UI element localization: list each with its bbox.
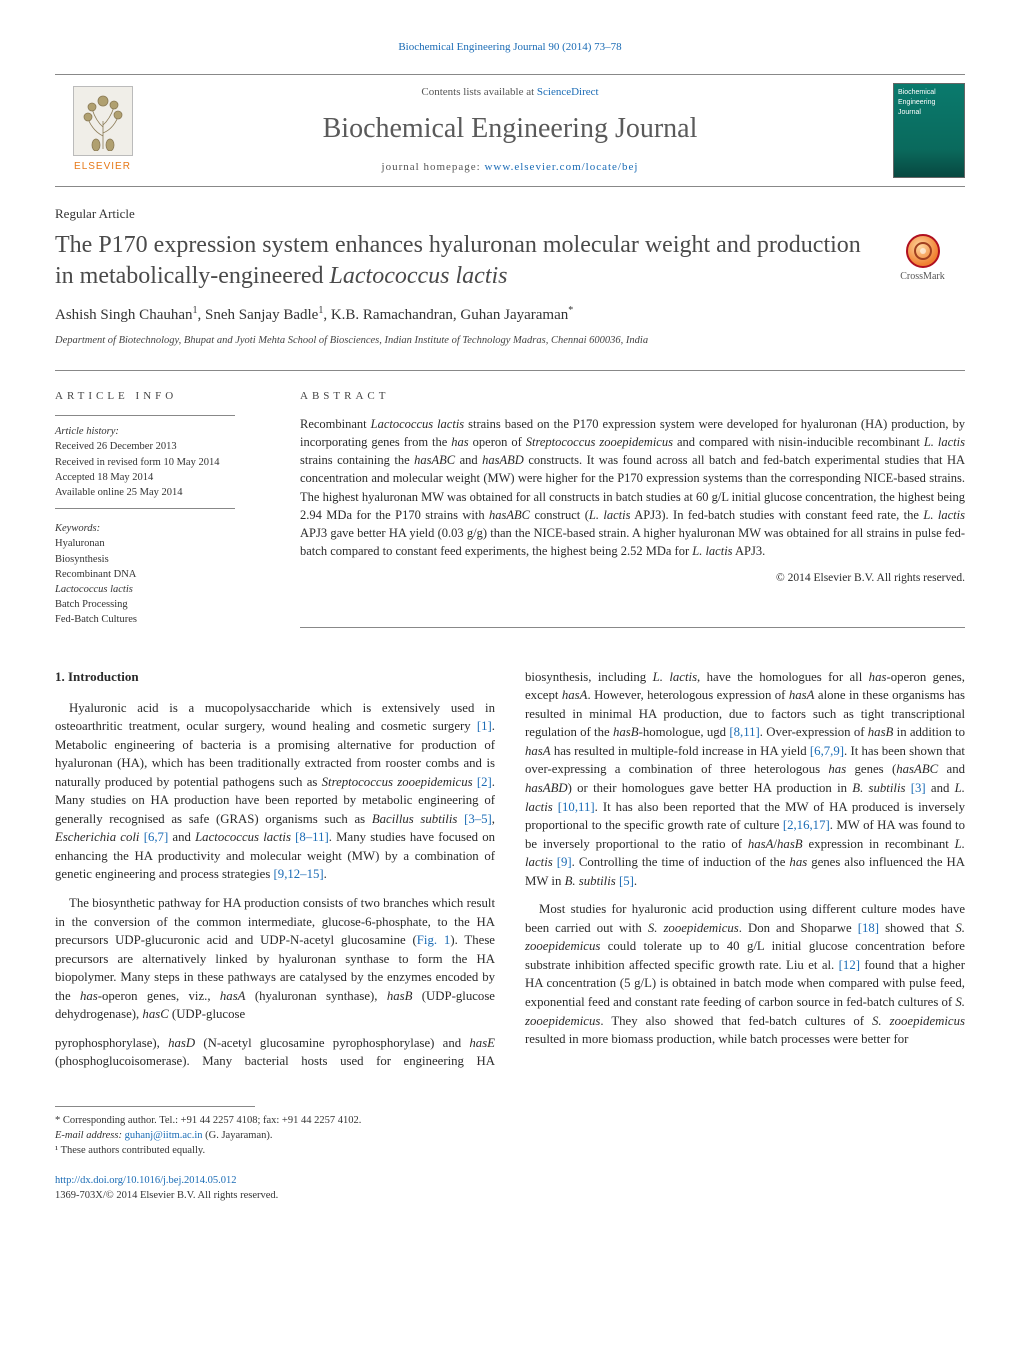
- history-online: Available online 25 May 2014: [55, 485, 275, 500]
- keywords-label: Keywords:: [55, 521, 275, 536]
- abstract-copyright: © 2014 Elsevier B.V. All rights reserved…: [300, 570, 965, 587]
- body-columns: 1. Introduction Hyaluronic acid is a muc…: [55, 668, 965, 1071]
- lists-line: Contents lists available at ScienceDirec…: [150, 85, 870, 101]
- abstract-text: Recombinant Lactococcus lactis strains b…: [300, 415, 965, 560]
- journal-cover-thumb: Biochemical Engineering Journal: [893, 83, 965, 178]
- masthead-right: Biochemical Engineering Journal: [870, 83, 965, 178]
- abstract-heading: abstract: [300, 389, 965, 405]
- article-title: The P170 expression system enhances hyal…: [55, 230, 868, 292]
- cover-line-3: Journal: [898, 108, 960, 118]
- masthead-center: Contents lists available at ScienceDirec…: [150, 85, 870, 175]
- keyword: Lactococcus lactis: [55, 582, 275, 597]
- citation-link[interactable]: Biochemical Engineering Journal 90 (2014…: [398, 41, 621, 53]
- info-heading: article info: [55, 389, 275, 405]
- email-line: E-mail address: guhanj@iitm.ac.in (G. Ja…: [55, 1128, 965, 1143]
- issn-line: 1369-703X/© 2014 Elsevier B.V. All right…: [55, 1188, 965, 1203]
- authors: Ashish Singh Chauhan1, Sneh Sanjay Badle…: [55, 304, 965, 327]
- doi-link[interactable]: http://dx.doi.org/10.1016/j.bej.2014.05.…: [55, 1175, 237, 1186]
- keyword: Hyaluronan: [55, 536, 275, 551]
- elsevier-tree-icon: [73, 86, 133, 156]
- body-paragraph: Hyaluronic acid is a mucopolysaccharide …: [55, 699, 495, 884]
- abstract-block: abstract Recombinant Lactococcus lactis …: [300, 389, 965, 628]
- email-link[interactable]: guhanj@iitm.ac.in: [125, 1130, 203, 1141]
- journal-title: Biochemical Engineering Journal: [150, 109, 870, 150]
- history-revised: Received in revised form 10 May 2014: [55, 455, 275, 470]
- homepage-link[interactable]: www.elsevier.com/locate/bej: [484, 161, 638, 173]
- publisher-block: ELSEVIER: [55, 86, 150, 175]
- article-type: Regular Article: [55, 205, 965, 224]
- header-citation: Biochemical Engineering Journal 90 (2014…: [55, 40, 965, 56]
- masthead: ELSEVIER Contents lists available at Sci…: [55, 74, 965, 187]
- footer-rule: [55, 1106, 255, 1107]
- body-paragraph: The biosynthetic pathway for HA producti…: [55, 894, 495, 1024]
- history-label: Article history:: [55, 424, 275, 439]
- sciencedirect-link[interactable]: ScienceDirect: [537, 86, 599, 98]
- affiliation: Department of Biotechnology, Bhupat and …: [55, 333, 965, 348]
- homepage-line: journal homepage: www.elsevier.com/locat…: [150, 160, 870, 176]
- doi-line: http://dx.doi.org/10.1016/j.bej.2014.05.…: [55, 1173, 965, 1188]
- equal-contrib: ¹ These authors contributed equally.: [55, 1143, 965, 1158]
- keyword: Batch Processing: [55, 597, 275, 612]
- crossmark-label: CrossMark: [900, 270, 944, 285]
- cover-line-2: Engineering: [898, 98, 960, 108]
- section-heading: 1. Introduction: [55, 668, 495, 687]
- homepage-prefix: journal homepage:: [382, 161, 485, 173]
- keyword: Recombinant DNA: [55, 567, 275, 582]
- history-received: Received 26 December 2013: [55, 439, 275, 454]
- email-label: E-mail address:: [55, 1130, 125, 1141]
- crossmark-icon: [906, 234, 940, 268]
- keyword: Biosynthesis: [55, 552, 275, 567]
- info-rule-2: [55, 508, 235, 509]
- lists-prefix: Contents lists available at: [421, 86, 536, 98]
- article-info-block: article info Article history: Received 2…: [55, 389, 300, 628]
- history-accepted: Accepted 18 May 2014: [55, 470, 275, 485]
- email-suffix: (G. Jayaraman).: [203, 1130, 273, 1141]
- footer-block: * Corresponding author. Tel.: +91 44 225…: [55, 1106, 965, 1203]
- info-rule: [55, 415, 235, 416]
- keyword: Fed-Batch Cultures: [55, 612, 275, 627]
- body-paragraph: Most studies for hyaluronic acid product…: [525, 900, 965, 1048]
- cover-line-1: Biochemical: [898, 88, 960, 98]
- keywords-list: Hyaluronan Biosynthesis Recombinant DNA …: [55, 536, 275, 627]
- corresponding-author: * Corresponding author. Tel.: +91 44 225…: [55, 1113, 965, 1128]
- publisher-label: ELSEVIER: [74, 160, 131, 175]
- crossmark-widget[interactable]: CrossMark: [880, 234, 965, 285]
